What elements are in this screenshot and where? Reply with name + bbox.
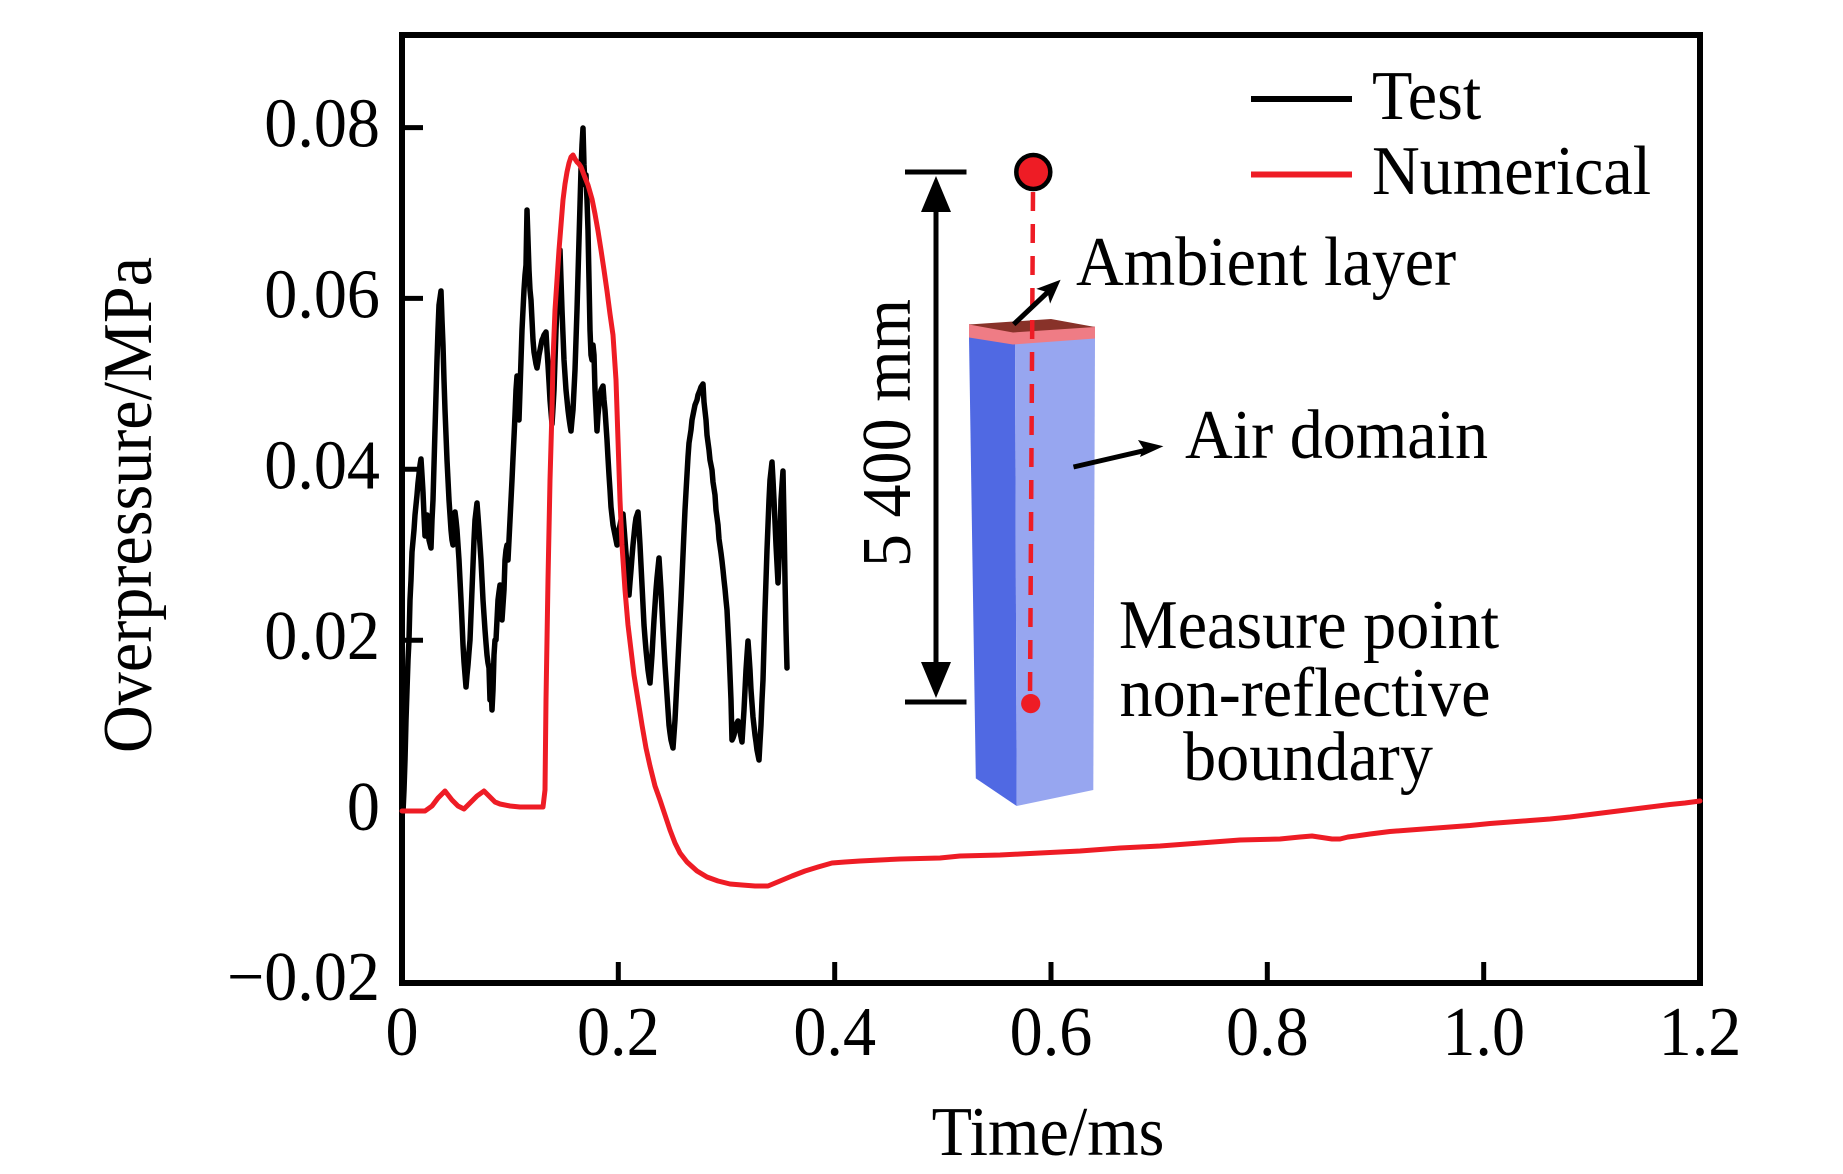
svg-text:Numerical: Numerical [1372,131,1651,209]
svg-text:0.6: 0.6 [1010,992,1093,1070]
svg-text:Test: Test [1372,56,1481,134]
svg-text:Ambient layer: Ambient layer [1076,222,1457,300]
svg-text:Time/ms: Time/ms [932,1092,1165,1170]
svg-text:0.02: 0.02 [264,597,380,675]
svg-text:0.2: 0.2 [577,992,660,1070]
svg-text:0: 0 [385,992,418,1070]
svg-text:Overpressure/MPa: Overpressure/MPa [88,257,166,753]
svg-text:0.08: 0.08 [264,84,380,162]
svg-text:Measure point: Measure point [1119,585,1499,663]
svg-text:0.04: 0.04 [264,426,380,504]
svg-text:0.8: 0.8 [1226,992,1309,1070]
svg-text:5 400 mm: 5 400 mm [847,299,925,567]
svg-text:Air domain: Air domain [1185,395,1488,473]
svg-text:1.0: 1.0 [1442,992,1525,1070]
svg-text:non-reflective: non-reflective [1120,653,1491,731]
svg-text:−0.02: −0.02 [227,937,380,1015]
svg-text:boundary: boundary [1183,717,1433,795]
svg-text:0: 0 [347,767,380,845]
svg-text:0.4: 0.4 [793,992,876,1070]
svg-text:1.2: 1.2 [1659,992,1742,1070]
svg-text:0.06: 0.06 [264,255,380,333]
